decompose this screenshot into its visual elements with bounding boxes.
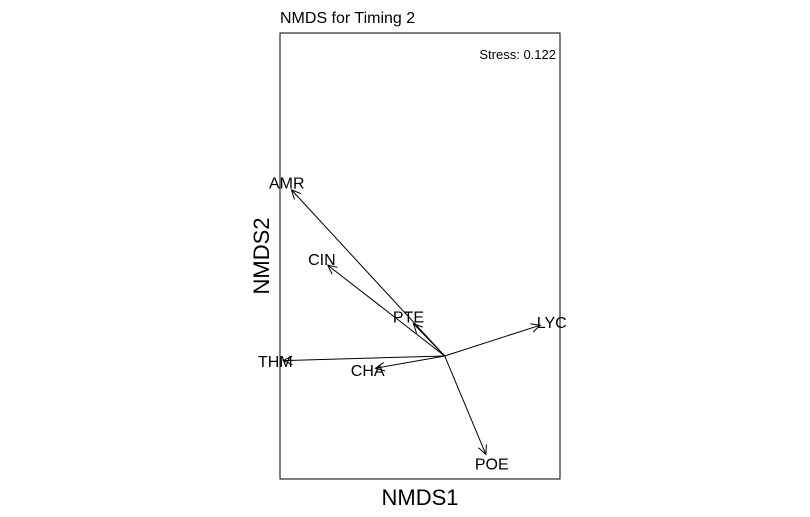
vector-label-lyc: LYC [537, 315, 567, 332]
vector-poe [444, 355, 487, 455]
vector-cin [327, 264, 446, 357]
arrowhead-pte [412, 322, 423, 334]
arrowhead-thm [282, 355, 293, 366]
vector-label-thm: THM [258, 354, 293, 371]
plot-frame [279, 32, 561, 480]
vector-label-cha: CHA [351, 363, 385, 380]
vector-layer: AMR CIN PTE LYC THM CHA POE [258, 176, 567, 474]
arrowhead-poe [478, 444, 487, 456]
vector-label-cin: CIN [308, 252, 336, 269]
vector-lyc [444, 324, 541, 357]
chart-title: NMDS for Timing 2 [280, 10, 415, 27]
arrowhead-amr [290, 189, 302, 200]
vector-label-pte: PTE [393, 309, 424, 326]
vector-thm [283, 355, 445, 362]
vector-cha [375, 355, 445, 369]
y-axis-label: NMDS2 [249, 217, 274, 294]
vector-amr [291, 189, 446, 357]
arrowhead-lyc [530, 323, 542, 333]
stress-annotation: Stress: 0.122 [479, 47, 556, 62]
vector-label-poe: POE [475, 457, 509, 474]
x-axis-label: NMDS1 [381, 485, 458, 510]
arrowhead-cha [374, 362, 386, 372]
vector-label-amr: AMR [269, 176, 305, 193]
arrowhead-cin [326, 264, 338, 275]
vector-pte [413, 323, 446, 357]
